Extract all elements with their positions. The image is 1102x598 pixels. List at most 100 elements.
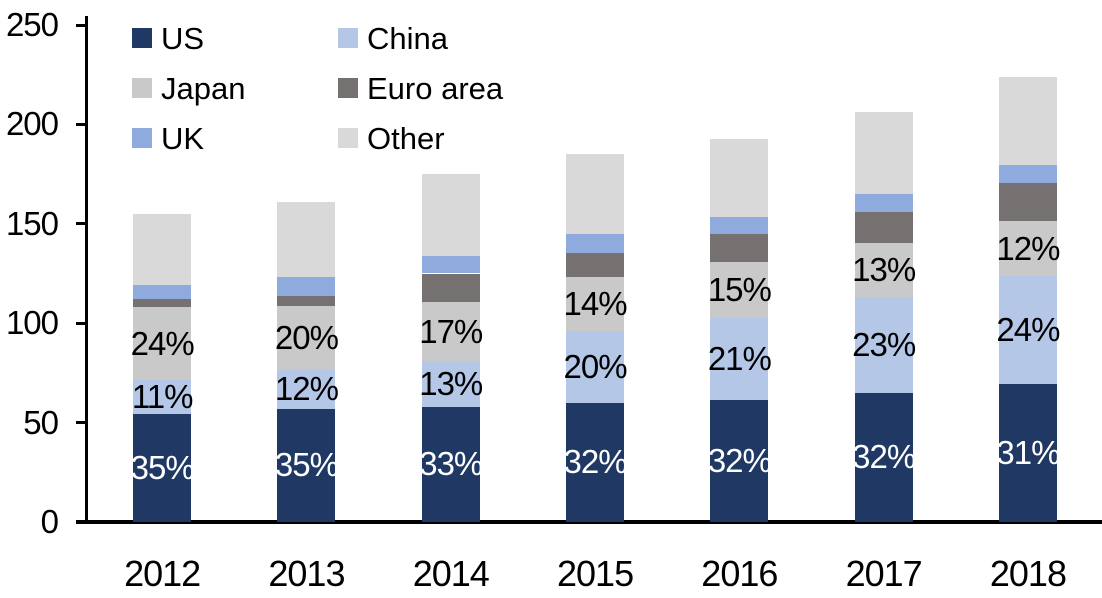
y-tick (76, 23, 86, 27)
bar-percent-label-japan-2014: 17% (419, 313, 483, 351)
y-axis-line (85, 16, 88, 524)
bar-percent-label-us-2015: 32% (563, 443, 628, 481)
bar-segment-uk-2016 (710, 216, 769, 234)
bar-percent-label-japan-2017: 13% (852, 251, 916, 289)
bar-segment-euro-area-2013 (277, 296, 336, 307)
legend-item-us: US (132, 23, 204, 54)
bar-segment-japan-2016 (710, 261, 769, 319)
bar-percent-label-japan-2016: 15% (707, 270, 772, 308)
bar-percent-label-us-2013: 35% (274, 446, 339, 484)
bar-segment-euro-area-2018 (998, 183, 1057, 221)
bar-percent-label-us-2018: 31% (996, 433, 1060, 471)
legend-item-china: China (338, 23, 448, 54)
bar-segment-us-2015 (566, 402, 625, 522)
bar-segment-china-2017 (854, 297, 913, 393)
bar-segment-japan-2015 (566, 277, 625, 332)
bar-segment-japan-2013 (277, 306, 336, 370)
y-tick-label: 0 (40, 503, 59, 540)
legend-label: Other (367, 120, 445, 156)
legend-item-uk: UK (132, 123, 204, 154)
bar-segment-uk-2012 (133, 285, 192, 300)
bar-percent-label-china-2014: 13% (419, 365, 483, 403)
legend-label: Japan (161, 70, 246, 106)
bar-segment-china-2014 (421, 361, 480, 407)
bar-segment-japan-2018 (998, 220, 1057, 277)
y-tick-label: 100 (5, 304, 59, 342)
legend-item-other: Other (338, 123, 445, 154)
bar-segment-euro-area-2012 (133, 299, 192, 308)
bar-segment-other-2013 (277, 201, 336, 278)
x-axis-label-2014: 2014 (412, 553, 490, 594)
x-axis-label-2018: 2018 (989, 553, 1067, 594)
bar-segment-other-2018 (998, 76, 1057, 166)
bar-segment-us-2014 (421, 406, 480, 522)
legend-label: China (367, 20, 448, 56)
bar-segment-us-2017 (854, 392, 913, 522)
china-swatch-icon (338, 28, 358, 48)
legend-label: Euro area (367, 70, 504, 106)
bar-segment-china-2012 (133, 379, 192, 414)
y-tick (76, 421, 86, 425)
x-axis-label-2015: 2015 (557, 553, 634, 594)
bar-segment-china-2013 (277, 369, 336, 409)
bar-segment-uk-2015 (566, 233, 625, 253)
bar-percent-label-japan-2013: 20% (274, 319, 339, 357)
bar-percent-label-china-2013: 12% (274, 370, 339, 408)
bar-segment-other-2015 (566, 154, 625, 234)
x-axis-label-2017: 2017 (845, 553, 923, 594)
x-axis-label-2016: 2016 (701, 553, 778, 594)
bar-segment-us-2016 (710, 399, 769, 522)
legend-label: UK (161, 120, 205, 156)
y-tick-label: 150 (5, 204, 59, 242)
bar-percent-label-us-2016: 32% (707, 441, 772, 479)
bar-segment-us-2018 (998, 383, 1057, 522)
euro-area-swatch-icon (338, 78, 358, 98)
bar-segment-uk-2018 (998, 165, 1057, 184)
bar-segment-euro-area-2014 (421, 273, 480, 303)
legend-item-euro-area: Euro area (338, 73, 503, 104)
bar-segment-us-2012 (133, 413, 192, 522)
legend-item-japan: Japan (132, 73, 245, 104)
bar-segment-other-2014 (421, 174, 480, 256)
bar-segment-us-2013 (277, 408, 336, 522)
bar-segment-uk-2014 (421, 255, 480, 274)
bar-percent-label-china-2017: 23% (852, 326, 916, 364)
bar-percent-label-japan-2018: 12% (996, 229, 1060, 267)
bar-percent-label-china-2012: 11% (131, 377, 194, 415)
x-axis-line (76, 520, 1102, 524)
bar-segment-euro-area-2017 (854, 211, 913, 243)
us-swatch-icon (132, 28, 152, 48)
bar-percent-label-us-2017: 32% (852, 438, 916, 476)
bar-percent-label-japan-2015: 14% (563, 285, 628, 323)
bar-segment-uk-2013 (277, 277, 336, 297)
other-swatch-icon (338, 128, 358, 148)
y-tick-label: 200 (5, 105, 59, 143)
bar-percent-label-china-2018: 24% (996, 311, 1060, 349)
y-tick (76, 222, 86, 226)
y-tick (76, 321, 86, 325)
bar-segment-euro-area-2016 (710, 233, 769, 262)
bar-segment-japan-2017 (854, 242, 913, 298)
y-tick-label: 250 (5, 6, 59, 43)
bar-segment-other-2017 (854, 112, 913, 194)
bar-segment-other-2016 (710, 139, 769, 217)
y-tick-label: 50 (23, 403, 59, 441)
bar-segment-japan-2014 (421, 302, 480, 362)
bar-percent-label-us-2014: 33% (419, 445, 483, 483)
bar-percent-label-japan-2012: 24% (130, 324, 195, 362)
bar-segment-uk-2017 (854, 193, 913, 212)
bar-percent-label-china-2016: 21% (707, 339, 772, 377)
y-tick (76, 122, 86, 126)
legend-label: US (161, 20, 205, 56)
uk-swatch-icon (132, 128, 152, 148)
bar-segment-china-2016 (710, 318, 769, 400)
y-tick (76, 520, 86, 524)
japan-swatch-icon (132, 78, 152, 98)
x-axis-label-2013: 2013 (268, 553, 345, 594)
bar-segment-china-2015 (566, 331, 625, 403)
bar-percent-label-china-2015: 20% (563, 347, 628, 385)
bar-segment-euro-area-2015 (566, 252, 625, 278)
bar-segment-japan-2012 (133, 307, 192, 380)
bar-segment-china-2018 (998, 276, 1057, 384)
